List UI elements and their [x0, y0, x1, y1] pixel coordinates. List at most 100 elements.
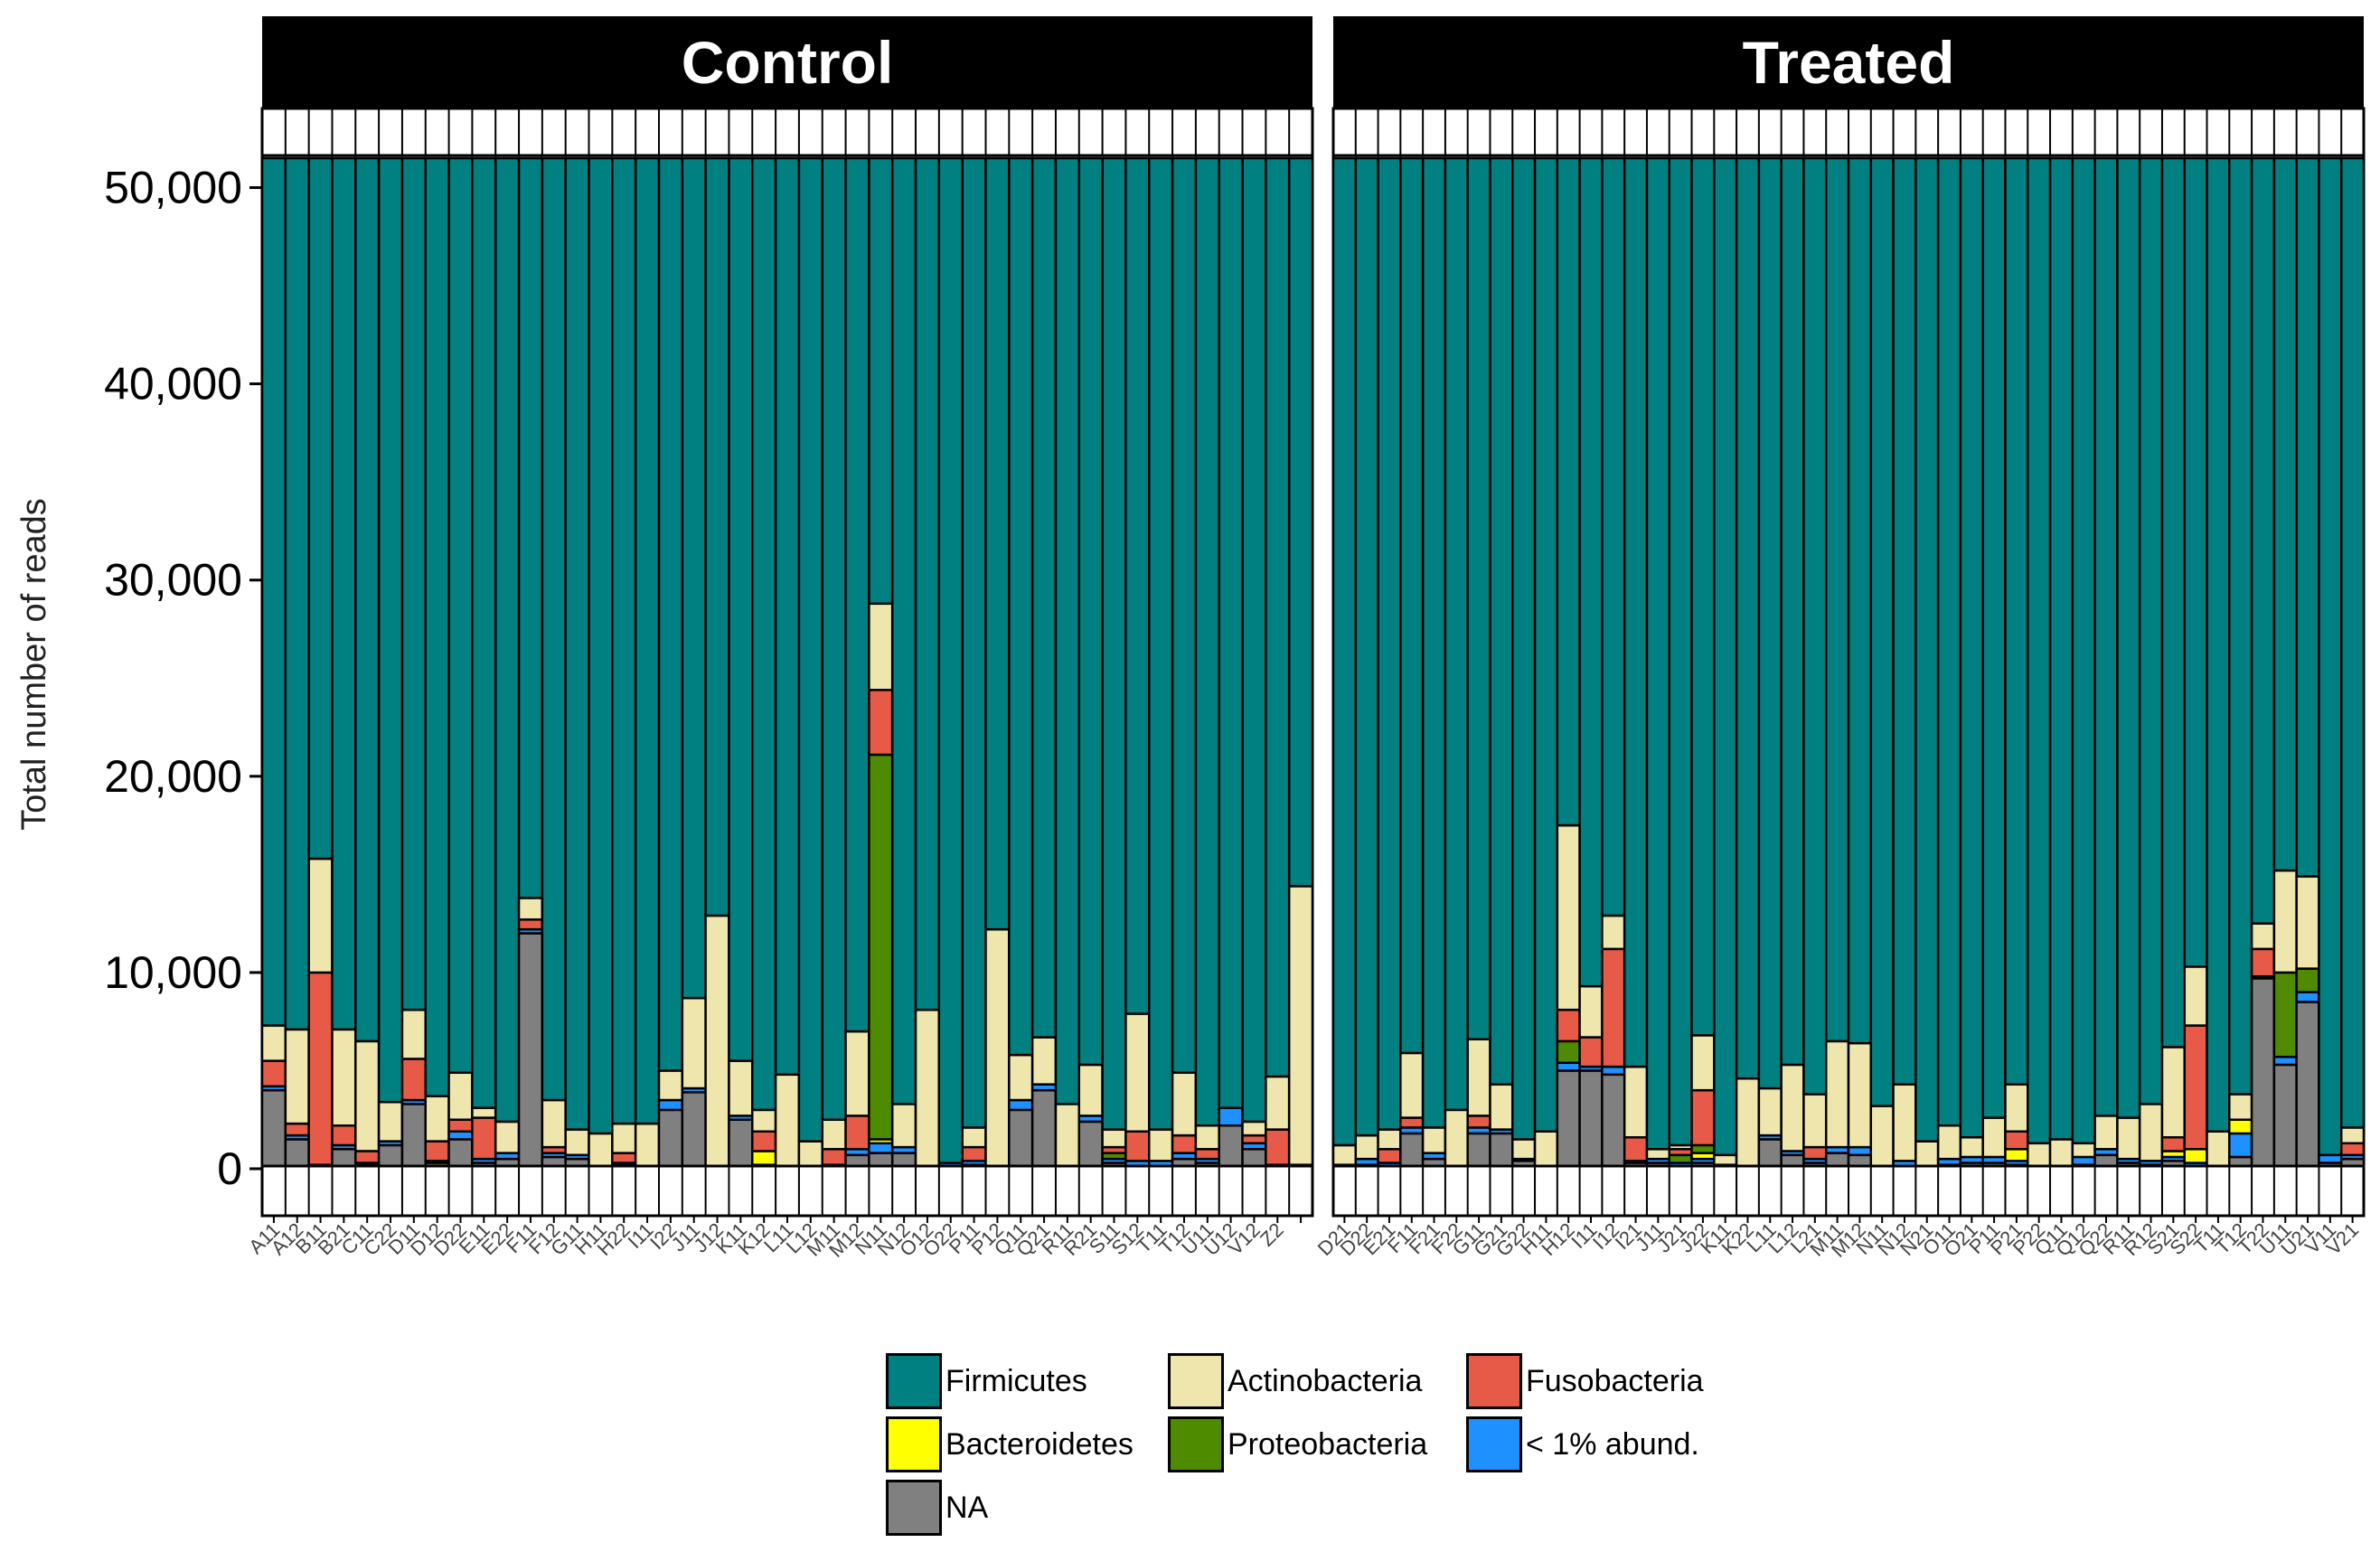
bar-segment-actinobacteria	[1824, 1039, 1850, 1149]
bar-segment-actinobacteria	[1959, 1136, 1984, 1159]
bar-segment-na	[1578, 1069, 1604, 1171]
bar-segment-actinobacteria	[447, 1071, 474, 1121]
bar-segment-firmicutes	[331, 156, 357, 1031]
legend-swatch	[886, 1416, 942, 1472]
bar-segment-actinobacteria	[2272, 869, 2298, 974]
bar-segment-na	[1556, 1069, 1581, 1171]
bar-segment-fusobacteria	[1377, 1148, 1402, 1164]
bar-segment-firmicutes	[588, 156, 614, 1135]
bar-segment-firmicutes	[2027, 156, 2052, 1145]
bar-segment-firmicutes	[844, 156, 870, 1033]
bar-segment-actinobacteria	[681, 996, 707, 1090]
bar-segment-na	[400, 1103, 428, 1171]
facet-strip	[1333, 16, 2364, 108]
bar-segment-firmicutes	[704, 156, 730, 917]
bar-segment-actinobacteria	[2138, 1103, 2164, 1162]
bar-segment-actinobacteria	[1054, 1103, 1081, 1171]
facet-strip	[262, 16, 1312, 108]
bar-segment-firmicutes	[1936, 156, 1962, 1127]
bar-segment-actinobacteria	[2250, 922, 2276, 951]
bar-segment-na	[1601, 1073, 1626, 1171]
bar-segment-actinobacteria	[797, 1140, 823, 1171]
bar-segment-firmicutes	[1077, 156, 1104, 1067]
legend-label: NA	[945, 1490, 989, 1525]
bar-segment-firmicutes	[1780, 156, 1805, 1067]
bar-segment-actinobacteria	[1030, 1036, 1058, 1086]
bar-segment-actinobacteria	[1713, 1153, 1738, 1166]
bar-segment-na	[2250, 977, 2276, 1171]
facet-footer	[260, 1164, 1314, 1218]
bar-segment--1-abund-	[868, 1142, 894, 1154]
bar-segment-firmicutes	[2250, 156, 2276, 925]
bar-segment-firmicutes	[1030, 156, 1058, 1039]
bar-segment-actinobacteria	[890, 1103, 917, 1149]
bar-segment-actinobacteria	[1194, 1124, 1220, 1151]
bar-segment-fusobacteria	[1265, 1128, 1291, 1166]
bar-segment-firmicutes	[1556, 156, 1581, 827]
bar-segment-actinobacteria	[2048, 1138, 2074, 1171]
bar-segment-firmicutes	[307, 156, 334, 861]
bar-segment-fusobacteria	[1556, 1008, 1581, 1043]
bar-segment-firmicutes	[1668, 156, 1693, 1147]
bar-segment-firmicutes	[1757, 156, 1783, 1090]
bar-segment-firmicutes	[2004, 156, 2029, 1086]
bar-segment-firmicutes	[2048, 156, 2074, 1141]
bar-segment-actinobacteria	[1077, 1063, 1104, 1117]
legend-swatch	[1466, 1353, 1522, 1409]
bar-segment-firmicutes	[1399, 156, 1425, 1055]
bar-segment-firmicutes	[2138, 156, 2164, 1105]
bar-segment-proteobacteria	[868, 753, 894, 1141]
bar-segment-actinobacteria	[1489, 1083, 1514, 1131]
legend-label: Proteobacteria	[1228, 1426, 1428, 1462]
bar-segment-actinobacteria	[564, 1128, 590, 1157]
bar-segment-actinobacteria	[1354, 1133, 1379, 1161]
bar-segment-firmicutes	[681, 156, 707, 1000]
bar-segment-na	[447, 1138, 474, 1171]
legend-label: < 1% abund.	[1526, 1426, 1699, 1462]
bar-segment-firmicutes	[634, 156, 661, 1125]
legend-swatch	[886, 1353, 942, 1409]
legend-item: NA	[886, 1478, 988, 1538]
bar-segment-fusobacteria	[961, 1145, 987, 1162]
bar-segment-firmicutes	[1824, 156, 1850, 1043]
y-tick-label: 20,000	[104, 751, 242, 802]
bar-segment-actinobacteria	[1533, 1130, 1559, 1171]
bar-segment-firmicutes	[657, 156, 684, 1072]
bar-segment-actinobacteria	[1444, 1108, 1469, 1171]
bar-segment-na	[1077, 1120, 1104, 1171]
bar-segment-firmicutes	[2295, 156, 2320, 878]
bar-segment-actinobacteria	[354, 1039, 381, 1152]
bar-segment-actinobacteria	[984, 927, 1011, 1171]
bar-segment-actinobacteria	[1690, 1034, 1716, 1092]
bar-segment-firmicutes	[1869, 156, 1895, 1107]
bar-segment-fusobacteria	[1601, 947, 1626, 1068]
bar-segment-firmicutes	[611, 156, 637, 1125]
bar-segment-actinobacteria	[2295, 875, 2320, 970]
bar-segment-firmicutes	[377, 156, 404, 1104]
bar-segment-actinobacteria	[2071, 1142, 2096, 1159]
bar-segment-actinobacteria	[1757, 1086, 1783, 1137]
bar-segment-firmicutes	[2228, 156, 2253, 1096]
bar-segment-actinobacteria	[1556, 823, 1581, 1011]
bar-segment-firmicutes	[1218, 156, 1244, 1109]
bar-segment-firmicutes	[2272, 156, 2298, 872]
bar-segment-firmicutes	[1735, 156, 1761, 1080]
bar-segment-actinobacteria	[1287, 885, 1314, 1166]
bar-segment-firmicutes	[517, 156, 544, 899]
bar-segment-fusobacteria	[1241, 1133, 1267, 1145]
bar-segment-actinobacteria	[1265, 1075, 1291, 1131]
bar-segment-firmicutes	[1578, 156, 1604, 988]
bar-segment-firmicutes	[1959, 156, 1984, 1139]
bar-segment-na	[1008, 1108, 1034, 1171]
bar-segment-actinobacteria	[1780, 1063, 1805, 1152]
bar-segment-fusobacteria	[868, 689, 894, 757]
bar-segment-firmicutes	[1892, 156, 1917, 1086]
bar-segment-firmicutes	[1421, 156, 1447, 1129]
bar-segment-actinobacteria	[1601, 914, 1626, 951]
bar-segment-actinobacteria	[424, 1095, 450, 1143]
bar-segment-firmicutes	[821, 156, 847, 1121]
bar-segment-fusobacteria	[331, 1124, 357, 1147]
bar-segment-firmicutes	[1377, 156, 1402, 1131]
bar-segment--1-abund-	[1556, 1061, 1581, 1072]
legend-label: Firmicutes	[945, 1363, 1087, 1398]
